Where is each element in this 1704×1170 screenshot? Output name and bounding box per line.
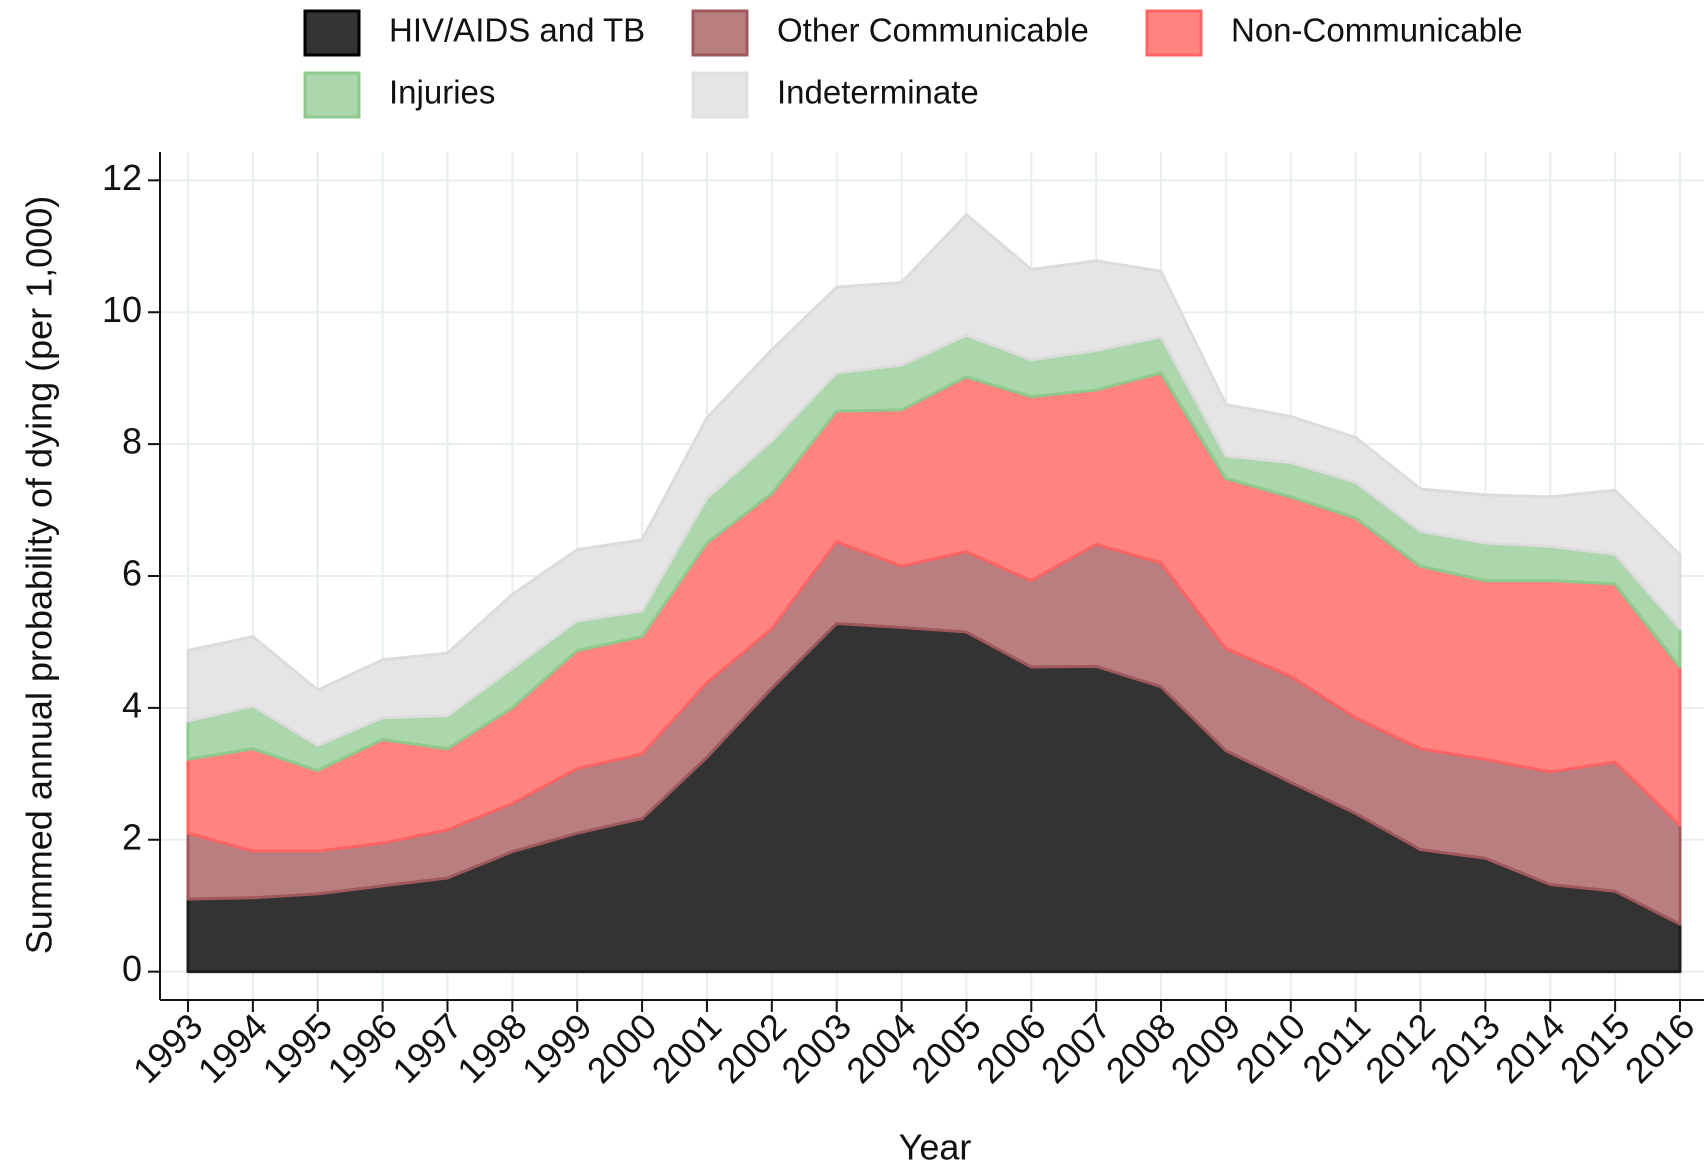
legend-swatch (1145, 9, 1203, 57)
x-tick-label: 2005 (903, 1005, 989, 1091)
x-tick-label: 1998 (449, 1005, 535, 1091)
y-tick-label: 0 (122, 948, 142, 989)
x-axis-title: Year (899, 1127, 972, 1168)
legend-label: HIV/AIDS and TB (389, 12, 645, 49)
x-tick-label: 2000 (579, 1005, 665, 1091)
x-tick-label: 2004 (838, 1005, 924, 1091)
y-tick-label: 8 (122, 421, 142, 462)
x-tick-label: 1999 (514, 1005, 600, 1091)
x-tick-label: 2006 (968, 1005, 1054, 1091)
x-tick-label: 2015 (1552, 1005, 1638, 1091)
x-tick-label: 1993 (125, 1005, 211, 1091)
x-tick-label: 2008 (1098, 1005, 1184, 1091)
legend-swatch (691, 71, 749, 119)
x-tick-label: 2012 (1357, 1005, 1443, 1091)
legend-swatch (303, 71, 361, 119)
x-tick-label: 2013 (1422, 1005, 1508, 1091)
x-tick-label: 2007 (1033, 1005, 1119, 1091)
x-tick-label: 2014 (1487, 1005, 1573, 1091)
legend-swatch (691, 9, 749, 57)
legend: HIV/AIDS and TB Other Communicable Non-Com… (303, 9, 1523, 119)
x-tick-label: 2009 (1163, 1005, 1249, 1091)
x-tick-label: 1994 (190, 1005, 276, 1091)
legend-label: Non-Communicable (1231, 12, 1523, 49)
area (186, 213, 1682, 747)
y-tick-label: 4 (122, 684, 142, 725)
y-axis-title: Summed annual probability of dying (per … (19, 196, 60, 954)
y-tick-label: 2 (122, 816, 142, 857)
x-tick-label: 2003 (773, 1005, 859, 1091)
x-tick-label: 1995 (254, 1005, 340, 1091)
x-tick-label: 2002 (709, 1005, 795, 1091)
x-tick-label: 1996 (319, 1005, 405, 1091)
x-tick-label: 2011 (1294, 1005, 1378, 1089)
legend-swatch (303, 9, 361, 57)
y-tick-label: 12 (102, 157, 142, 198)
legend-label: Other Communicable (777, 12, 1089, 49)
x-tick-label: 2016 (1617, 1005, 1703, 1091)
y-tick-label: 10 (102, 289, 142, 330)
x-tick-label: 1997 (384, 1005, 470, 1091)
x-tick-label: 2010 (1228, 1005, 1314, 1091)
legend-label: Indeterminate (777, 74, 979, 111)
y-tick-label: 6 (122, 553, 142, 594)
x-tick-label: 2001 (644, 1005, 730, 1091)
legend-label: Injuries (389, 74, 495, 111)
